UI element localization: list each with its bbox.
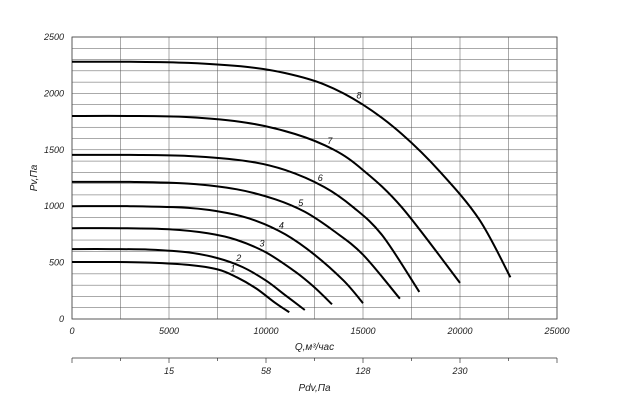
curve-4: [71, 205, 364, 304]
x-axis-label: Q,м³/час: [295, 342, 334, 353]
tick-labels: 0 5000 10000 15000 20000 25000 0 500 1000 1500 200…: [43, 32, 570, 336]
y-axis-label: Pv,Па: [29, 164, 40, 191]
curve-label-1: 1: [230, 263, 235, 273]
curve-8: [71, 60, 512, 278]
curve-label-4: 4: [279, 220, 284, 230]
grid: [71, 36, 558, 320]
curve-3: [71, 227, 333, 306]
x-tick-label: 20000: [446, 326, 472, 336]
x-tick-label: 15000: [350, 326, 375, 336]
curve-label-5: 5: [298, 198, 304, 208]
x-tick-label: 5000: [159, 326, 179, 336]
y-tick-label: 500: [49, 258, 64, 268]
curve-7: [71, 114, 461, 284]
curve-labels: 12 3 4 5 6 7 8: [230, 91, 361, 274]
curve-label-6: 6: [318, 173, 323, 183]
y-tick-label: 2000: [43, 88, 64, 98]
y-tick-label: 2500: [43, 32, 64, 42]
curve-6: [71, 153, 421, 293]
secondary-tick-label: 128: [355, 366, 370, 376]
curve-label-3: 3: [259, 238, 264, 248]
secondary-tick-label: 230: [451, 366, 467, 376]
secondary-tick-label: 58: [261, 366, 271, 376]
curve-label-8: 8: [356, 91, 361, 101]
curve-5: [71, 180, 401, 300]
secondary-axis: 15 58 128 230: [71, 357, 558, 376]
x-tick-label: 0: [69, 326, 74, 336]
y-tick-label: 1000: [44, 201, 64, 211]
y-tick-label: 1500: [44, 145, 64, 155]
curves: [71, 60, 512, 314]
curve-label-7: 7: [327, 136, 333, 146]
x-tick-label: 25000: [543, 326, 569, 336]
x-tick-label: 10000: [253, 326, 278, 336]
y-tick-label: 0: [59, 314, 64, 324]
curve-label-2: 2: [235, 253, 241, 263]
secondary-axis-label: Pdv,Па: [298, 383, 331, 394]
curve-1: [71, 260, 290, 314]
secondary-tick-label: 15: [164, 366, 175, 376]
curve-2: [71, 248, 306, 311]
